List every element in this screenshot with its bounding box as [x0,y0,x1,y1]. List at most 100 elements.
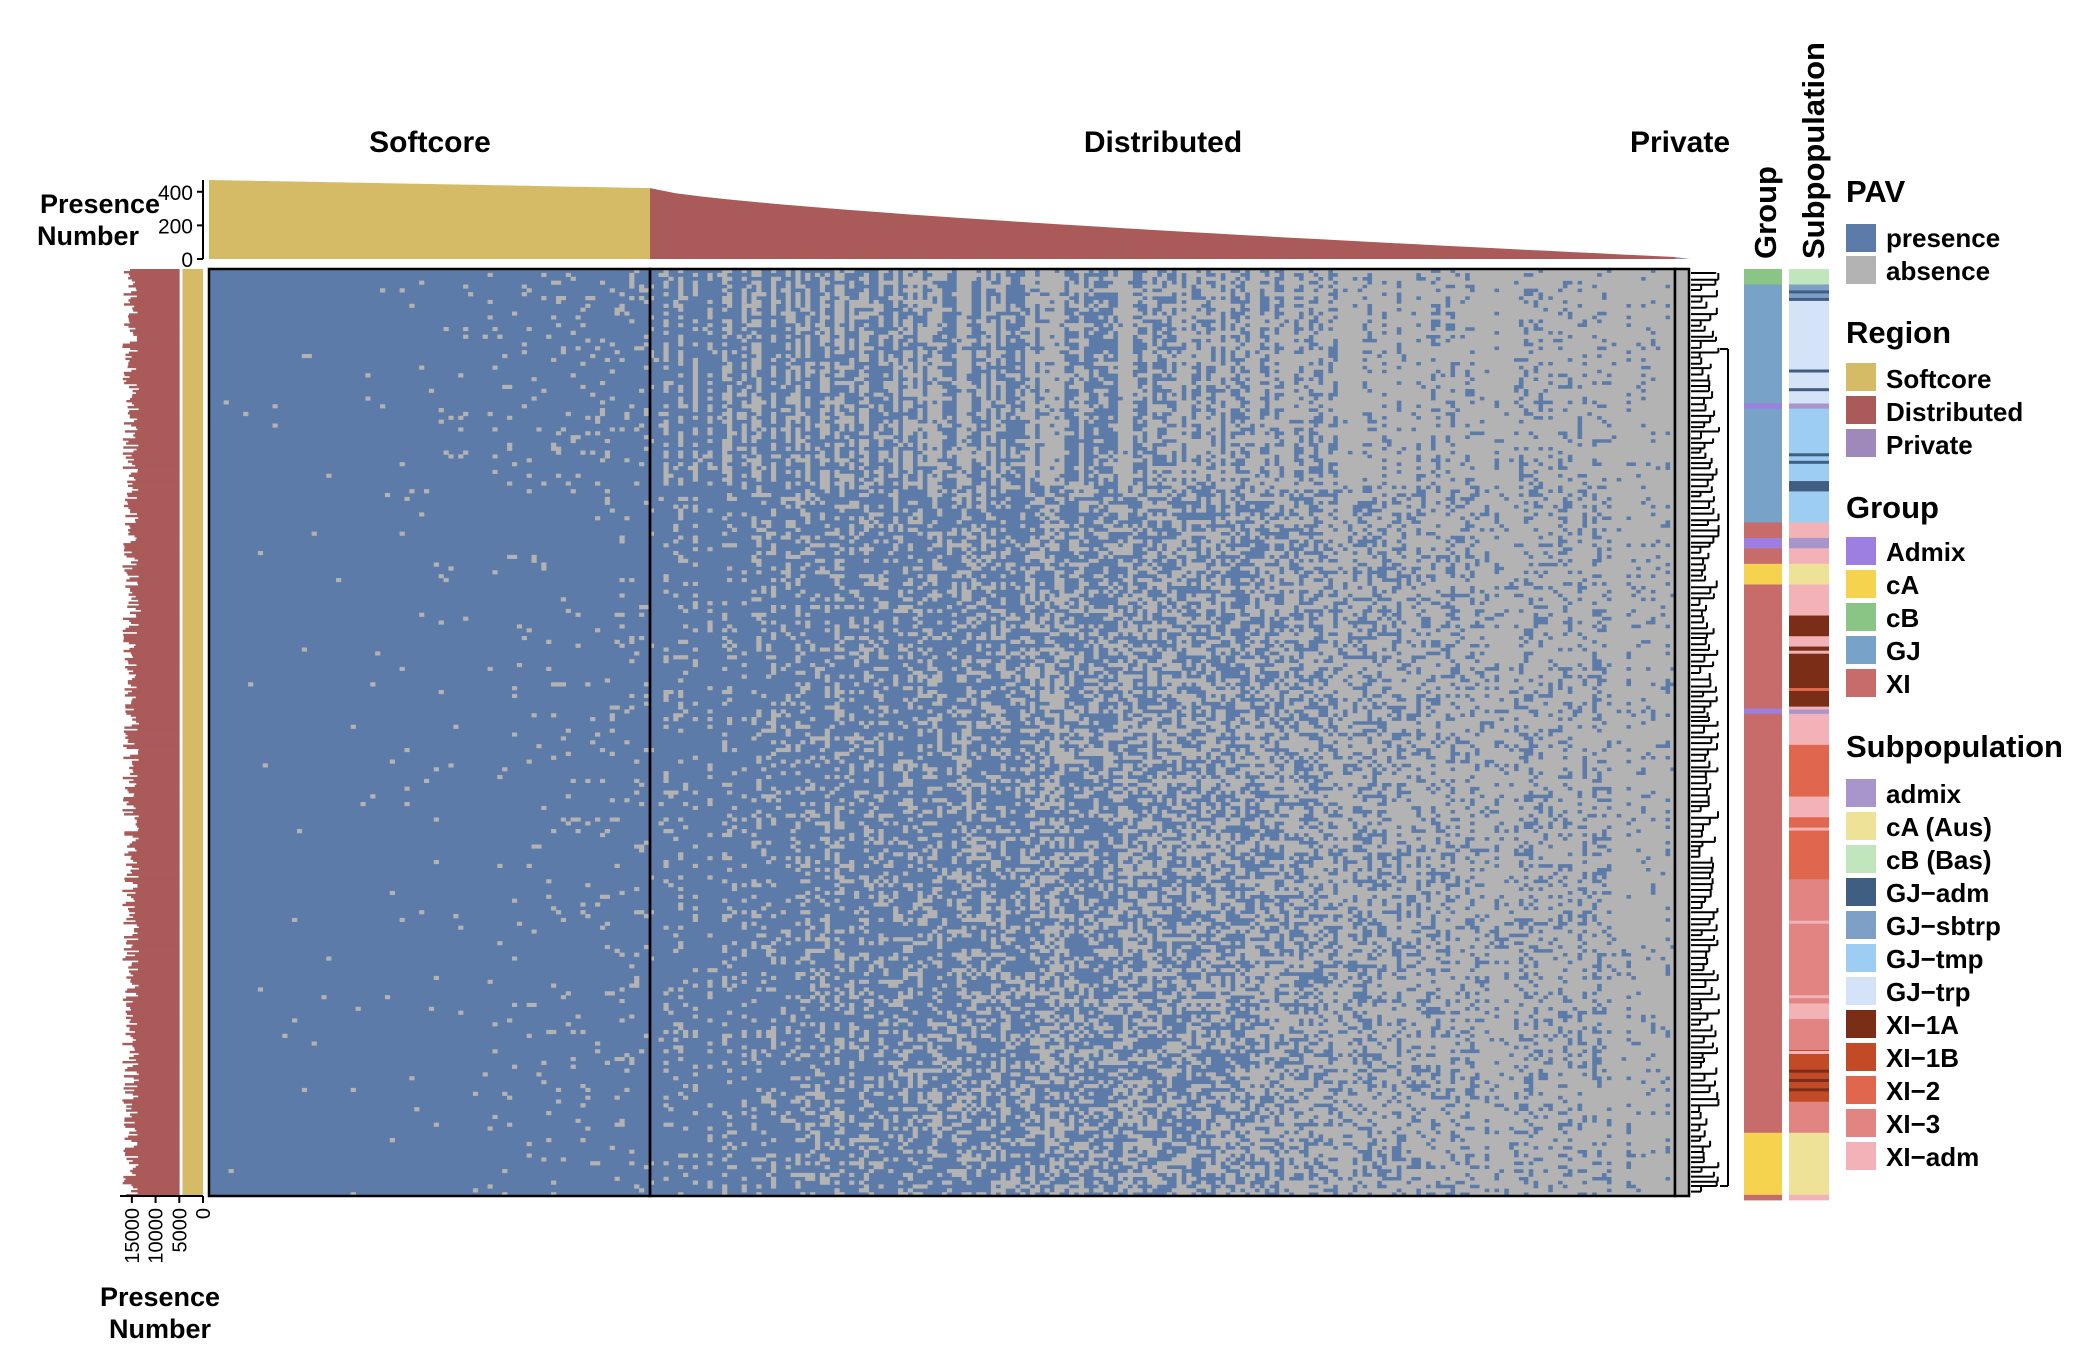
subpopulation-strip-stripe [1789,1051,1829,1054]
left-total-bar [136,339,203,342]
left-total-bar [137,1085,203,1088]
left-total-bar [132,486,203,490]
legend-label-cb-bas: cB (Bas) [1886,845,1991,875]
left-total-bar [134,305,203,308]
left-total-bar [138,575,203,578]
left-total-bar [135,823,203,826]
subpopulation-strip-segment [1789,1003,1829,1020]
group-strip-segment [1744,481,1782,492]
left-total-bar [136,563,203,566]
left-total-bar [124,877,203,881]
left-total-bar [126,1002,203,1005]
left-total-bar [127,494,203,498]
left-total-bar [138,752,203,756]
subpopulation-strip-stripe [1789,706,1829,710]
left-total-bar [124,853,203,856]
left-total-bar [130,269,203,272]
left-total-bar [128,907,203,911]
left-total-bar [125,990,203,993]
left-total-bar [136,819,203,822]
left-total-bar [126,379,203,383]
left-total-bar [126,996,203,999]
left-total-bar [132,279,203,282]
legend-label-xi-3: XI−3 [1886,1109,1940,1139]
left-total-bar [138,516,203,520]
left-total-bar [129,625,203,629]
left-total-bar [129,909,203,913]
left-total-bar [131,895,203,899]
subpopulation-strip-segment [1789,584,1829,616]
left-total-bar [131,1139,203,1142]
top-axis-label-line2: Number [37,221,140,251]
left-total-bar [127,740,203,743]
left-total-bar [136,391,203,395]
left-total-bar [134,1046,203,1050]
top-softcore-area [209,180,650,259]
left-total-bar [133,897,203,901]
legend-group-title: Group [1846,490,1939,525]
left-total-bar [138,867,203,870]
left-total-bar [132,1040,203,1044]
legend-subpopulation-title: Subpopulation [1846,729,2063,764]
group-strip-segment [1744,646,1782,710]
left-total-bar [133,887,203,891]
left-total-bar [130,611,203,615]
left-total-bar [131,551,203,554]
left-total-bar [127,412,203,415]
group-strip-segment [1744,879,1782,1004]
left-total-bar [122,343,203,346]
group-strip-segment [1744,584,1782,616]
legend-label-distributed: Distributed [1886,397,2023,427]
left-total-bar [138,984,203,987]
left-total-bar [129,913,203,917]
legend-label-xi-adm: XI−adm [1886,1142,1979,1172]
left-total-bar [122,1060,203,1064]
legend-swatch-xi-adm [1846,1142,1876,1170]
left-total-bar [124,1083,203,1086]
legend-label-softcore: Softcore [1886,364,1991,394]
left-total-bar [129,766,203,770]
group-strip-segment [1744,636,1782,647]
left-total-bar [127,682,203,685]
left-total-bar [138,488,203,492]
left-total-bar [125,1032,203,1036]
left-total-bar [122,345,203,348]
left-total-bar [134,899,203,903]
left-total-bar [138,559,203,562]
left-total-bar [132,881,203,885]
left-total-bar [126,803,203,806]
left-total-bar [134,645,203,649]
left-total-bar [124,1123,203,1126]
left-total-bar [130,275,203,278]
left-total-bar [135,1058,203,1062]
left-total-bar [127,500,203,504]
legend-swatch-xi-2 [1846,1076,1876,1104]
left-total-bar [136,1129,203,1132]
left-total-bar [137,728,203,731]
left-total-bar [124,1069,203,1072]
left-total-bar [133,670,203,673]
left-total-bar [124,545,203,548]
left-total-bar [125,1125,203,1128]
left-total-bar [130,972,203,975]
left-total-bar [123,635,203,639]
left-axis-label-line2: Number [109,1314,212,1344]
left-total-bar [129,1056,203,1060]
left-total-bar [136,426,203,429]
subpopulation-strip-stripe [1789,1088,1829,1092]
left-total-bar [134,929,203,933]
left-total-bar [122,565,203,568]
left-total-bar [132,393,203,397]
left-total-bar [122,452,203,455]
left-total-bar [131,369,203,373]
left-total-bar [136,289,203,292]
left-total-bar [129,1026,203,1030]
left-total-bar [136,367,203,371]
group-strip-segment [1744,796,1782,818]
left-total-bar [127,734,203,737]
left-total-bar [131,402,203,405]
left-total-bar [133,1077,203,1080]
left-total-bar [134,1127,203,1130]
left-total-bar [132,1093,203,1096]
left-total-bar [136,537,203,540]
